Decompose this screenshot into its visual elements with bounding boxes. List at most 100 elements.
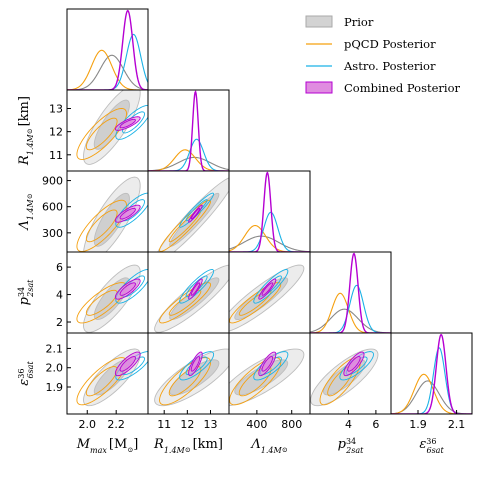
panel-mmax-mmax xyxy=(67,9,148,90)
y-tick-label: 13 xyxy=(49,103,63,116)
contour-combined-p34-r14 xyxy=(190,282,201,296)
x-axis-label-r14-part: [km] xyxy=(193,437,223,452)
y-tick-label: 4 xyxy=(56,289,63,302)
x-axis-label-eps36-part: ε xyxy=(419,437,426,452)
panels-layer: 2.0 2.2 11 12 13 400 800 4 6 1.9 2.1 11 12 13 300 600 90… xyxy=(17,8,473,455)
contour-astro-p34-r14 xyxy=(179,269,215,304)
x-axis-label-r14: R1.4M⊙ [km] xyxy=(153,437,223,455)
y-axis-label-r14-part: R xyxy=(17,155,32,166)
contour-astro-eps36-p34 xyxy=(339,351,374,381)
panel-p34-r14 xyxy=(154,264,229,333)
panel-frame xyxy=(390,332,473,415)
contour-combined-r14-mmax xyxy=(119,118,136,129)
y-tick-label: 900 xyxy=(42,175,63,188)
marginal-pqcd-p34 xyxy=(310,292,391,333)
x-axis-label-mmax: Mmax [M⊙] xyxy=(76,437,139,455)
contour-astro-r14-mmax xyxy=(122,111,145,134)
x-axis-label-mmax-part: ⊙ xyxy=(127,446,133,454)
panel-p34-p34 xyxy=(310,252,391,333)
marginal-combined-r14 xyxy=(148,90,229,171)
x-axis-label-mmax-part: ] xyxy=(133,437,138,452)
panel-eps36-eps36 xyxy=(391,333,472,414)
x-axis-label-r14-part: R xyxy=(153,437,164,452)
x-axis-label-mmax-part: max xyxy=(90,446,107,455)
panel-lam14-mmax xyxy=(76,176,148,252)
x-axis-label-p34-part: p xyxy=(338,437,347,452)
legend-swatch-combined xyxy=(305,81,333,94)
contour-astro-eps36-lam14 xyxy=(253,351,289,381)
y-axis-label-r14-part: [km] xyxy=(17,96,32,126)
x-tick-label: 11 xyxy=(157,418,171,431)
panel-eps36-r14 xyxy=(154,348,229,407)
panel-eps36-p34 xyxy=(310,348,379,407)
marginal-astro-r14 xyxy=(148,138,229,171)
contour-combined-p34-lam14 xyxy=(261,282,274,296)
y-tick-label: 2 xyxy=(56,316,63,329)
y-axis-label-lam14-part: ⊙ xyxy=(26,193,34,199)
panel-frame xyxy=(66,8,149,91)
contour-pqcd-p34-r14 xyxy=(159,282,211,324)
contour-prior-lam14-mmax xyxy=(93,192,130,247)
contour-combined-eps36-mmax xyxy=(119,356,136,372)
x-tick-label: 12 xyxy=(180,418,194,431)
marginal-combined-eps36 xyxy=(391,333,472,414)
y-axis-label-p34-part: 34 xyxy=(17,287,26,297)
marginal-pqcd-lam14 xyxy=(229,224,310,252)
y-axis-label-lam14-part: 1.4M xyxy=(26,198,35,220)
contour-astro-r14-mmax xyxy=(115,104,148,140)
y-axis-label-r14-part: ⊙ xyxy=(26,128,34,134)
x-axis-label-eps36: ε36 6sat xyxy=(419,437,444,455)
marginal-pqcd-eps36 xyxy=(391,373,472,414)
panel-frame xyxy=(147,170,230,253)
x-axis-label-eps36-part: 6sat xyxy=(426,446,444,455)
y-tick-label: 6 xyxy=(56,261,63,274)
x-tick-label: 400 xyxy=(246,418,267,431)
y-tick-label: 1.9 xyxy=(46,381,64,394)
panel-p34-mmax xyxy=(76,264,148,333)
marginal-prior-mmax xyxy=(67,54,148,90)
marginal-astro-lam14 xyxy=(229,211,310,252)
panel-frame xyxy=(309,251,392,334)
marginal-prior-eps36 xyxy=(391,380,472,414)
x-tick-label: 13 xyxy=(203,418,217,431)
y-axis-label-p34-part: 2sat xyxy=(26,279,35,298)
y-tick-label: 300 xyxy=(42,227,63,240)
contour-combined-eps36-p34 xyxy=(347,356,361,372)
marginal-prior-p34 xyxy=(310,308,391,333)
contour-astro-p34-mmax xyxy=(115,269,148,304)
marginal-combined-p34 xyxy=(310,252,391,333)
legend-label-prior: Prior xyxy=(344,15,374,29)
legend: Prior pQCD Posterior Astro. Posterior Combi… xyxy=(305,15,461,95)
contour-pqcd-p34-r14 xyxy=(168,289,202,316)
x-axis-label-lam14-part: Λ xyxy=(250,437,260,452)
x-axis-label-lam14-part: 1.4M xyxy=(261,446,283,455)
x-tick-label: 800 xyxy=(281,418,302,431)
contour-astro-p34-lam14 xyxy=(253,269,289,304)
panel-r14-r14 xyxy=(148,90,229,171)
y-axis-label-eps36-part: 6sat xyxy=(26,361,35,379)
panel-r14-mmax xyxy=(76,90,148,165)
y-axis-label-p34: p342sat xyxy=(17,279,35,305)
y-axis-label-r14-part: 1.4M xyxy=(26,133,35,155)
contour-combined-lam14-mmax xyxy=(119,207,136,220)
x-tick-label: 2.2 xyxy=(107,418,125,431)
x-tick-label: 2.1 xyxy=(448,418,466,431)
y-axis-label-r14: R1.4M⊙ [km] xyxy=(17,96,35,166)
x-axis-label-r14-part: ⊙ xyxy=(185,446,191,454)
contour-combined-eps36-r14 xyxy=(190,356,201,372)
y-tick-label: 12 xyxy=(49,126,63,139)
x-axis-label-lam14-part: ⊙ xyxy=(282,446,288,454)
legend-label-pqcd: pQCD Posterior xyxy=(344,37,436,51)
legend-label-astro: Astro. Posterior xyxy=(343,59,436,73)
panel-frame xyxy=(147,89,230,172)
contour-pqcd-eps36-mmax xyxy=(85,366,118,397)
legend-swatch-prior xyxy=(305,15,333,28)
x-tick-label: 4 xyxy=(345,418,352,431)
y-tick-label: 2.0 xyxy=(46,362,64,375)
y-axis-label-p34-part: p xyxy=(17,296,32,305)
legend-label-combined: Combined Posterior xyxy=(344,81,461,95)
y-tick-label: 600 xyxy=(42,201,63,214)
panel-eps36-mmax xyxy=(76,348,148,407)
contour-pqcd-eps36-mmax xyxy=(76,357,127,406)
